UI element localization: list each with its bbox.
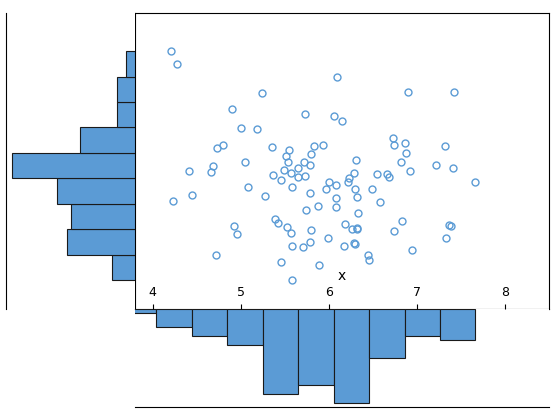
Bar xyxy=(227,309,263,344)
Bar xyxy=(369,309,404,358)
Bar xyxy=(298,309,334,385)
Bar xyxy=(116,102,135,127)
Bar xyxy=(112,255,135,280)
Bar xyxy=(126,51,135,76)
Bar xyxy=(71,204,135,229)
Bar xyxy=(334,309,369,403)
Bar xyxy=(404,309,440,336)
Bar xyxy=(156,309,192,327)
Bar xyxy=(263,309,298,394)
Bar xyxy=(440,309,475,340)
Bar xyxy=(12,153,135,178)
Bar xyxy=(121,309,156,313)
Bar xyxy=(80,127,135,153)
X-axis label: x: x xyxy=(338,269,346,284)
Bar xyxy=(67,229,135,255)
Bar xyxy=(192,309,227,336)
Bar xyxy=(57,178,135,204)
Y-axis label: y: y xyxy=(86,157,100,165)
Bar xyxy=(116,76,135,102)
